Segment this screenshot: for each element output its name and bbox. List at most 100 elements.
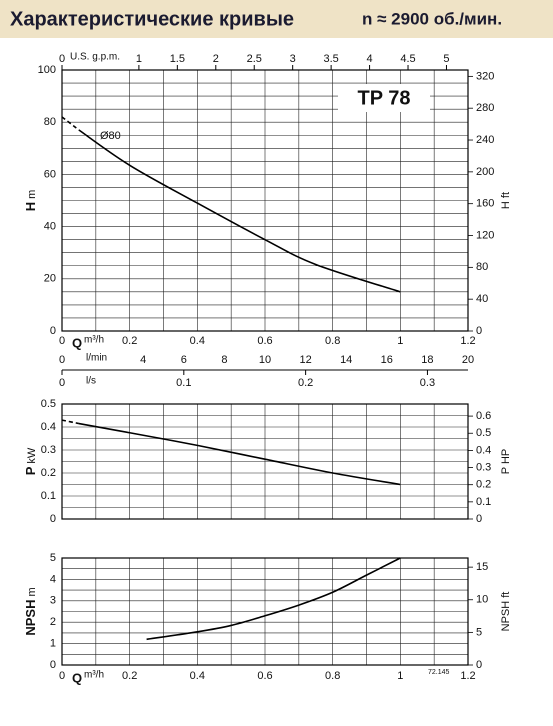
y2-tick-label: 320 <box>476 70 494 82</box>
model-box <box>338 84 430 112</box>
header-speed: n ≈ 2900 об./мин. <box>362 9 502 28</box>
curve <box>146 557 401 641</box>
x-tick-label: 1 <box>397 335 403 347</box>
x-tick-label: 0 <box>59 670 65 682</box>
extra-x-tick-label: 0.3 <box>420 377 435 389</box>
curve-annotation: Ø80 <box>100 130 121 142</box>
x-tick-label: 0.4 <box>190 335 205 347</box>
header-band <box>0 0 553 38</box>
x-tick-label: 0.6 <box>257 670 272 682</box>
y2-tick-label: 280 <box>476 102 494 114</box>
y-tick-label: 0.1 <box>41 490 56 502</box>
x-tick-label: 1.2 <box>460 335 475 347</box>
y-axis-name: NPSH <box>23 600 38 636</box>
y2-tick-label: 0.5 <box>476 427 491 439</box>
y2-axis-label: H ft <box>500 192 512 209</box>
header-title: Характеристические кривые <box>10 8 294 30</box>
extra-x-tick-label: 18 <box>421 354 433 366</box>
x-axis-label: Q <box>72 335 82 350</box>
extra-x-tick-label: 3.5 <box>323 53 338 65</box>
extra-x-tick-label: 1 <box>136 53 142 65</box>
extra-x-axis-label: U.S. g.p.m. <box>70 52 120 63</box>
extra-x-tick-label: 0 <box>59 377 65 389</box>
extra-x-axis-label: l/s <box>86 376 96 387</box>
extra-x-tick-label: 16 <box>381 354 393 366</box>
x-axis-unit: m³/h <box>84 335 104 346</box>
curve <box>61 116 80 131</box>
y-tick-label: 20 <box>44 273 56 285</box>
y-tick-label: 0.5 <box>41 398 56 410</box>
y2-tick-label: 0.3 <box>476 461 491 473</box>
x-tick-label: 1 <box>397 670 403 682</box>
x-tick-label: 0.4 <box>190 670 205 682</box>
x-tick-label: 0.2 <box>122 335 137 347</box>
extra-x-tick-label: 5 <box>443 53 449 65</box>
y2-axis-label: P HP <box>500 449 512 474</box>
plot-frame <box>61 69 469 332</box>
extra-x-tick-label: 4.5 <box>400 53 415 65</box>
y-axis-name: P <box>23 466 38 475</box>
y-axis-unit: m <box>26 587 38 596</box>
extra-x-tick-label: 0.1 <box>176 377 191 389</box>
y-tick-label: 0 <box>50 325 56 337</box>
y2-tick-label: 120 <box>476 229 494 241</box>
model-label: TP 78 <box>358 87 411 109</box>
x-tick-label: 1.2 <box>460 670 475 682</box>
y-tick-label: 80 <box>44 116 56 128</box>
y-tick-label: 0.4 <box>41 421 56 433</box>
extra-x-tick-label: 4 <box>140 354 146 366</box>
extra-x-tick-label: 3 <box>290 53 296 65</box>
y-axis-label: PkW <box>23 447 38 475</box>
y2-axis-label: NPSH ft <box>500 592 512 632</box>
curve <box>78 422 401 486</box>
y-axis-unit: kW <box>26 447 38 464</box>
y2-tick-label: 80 <box>476 261 488 273</box>
x-tick-label: 0.2 <box>122 670 137 682</box>
y2-tick-label: 15 <box>476 561 488 573</box>
y2-tick-label: 0.6 <box>476 410 491 422</box>
y-tick-label: 0 <box>50 659 56 671</box>
extra-x-axis-label: l/min <box>86 353 107 364</box>
y2-tick-label: 10 <box>476 594 488 606</box>
extra-x-tick-label: 2 <box>213 53 219 65</box>
extra-x-tick-label: 2.5 <box>247 53 262 65</box>
y-tick-label: 100 <box>38 64 56 76</box>
y2-tick-label: 240 <box>476 134 494 146</box>
y-axis-label: NPSH m <box>23 587 38 635</box>
extra-x-tick-label: 10 <box>259 354 271 366</box>
y-tick-label: 0 <box>50 513 56 525</box>
x-tick-label: 0 <box>59 335 65 347</box>
y2-tick-label: 0 <box>476 659 482 671</box>
x-axis-unit: m³/h <box>84 670 104 681</box>
x-tick-label: 0.8 <box>325 335 340 347</box>
y-axis-label: Hm <box>23 190 38 212</box>
extra-x-tick-label: 0 <box>59 53 65 65</box>
extra-x-tick-label: 8 <box>221 354 227 366</box>
y-tick-label: 0.3 <box>41 444 56 456</box>
x-tick-label: 0.8 <box>325 670 340 682</box>
y2-tick-label: 0 <box>476 513 482 525</box>
y2-tick-label: 0.4 <box>476 444 491 456</box>
y-tick-label: 40 <box>44 221 56 233</box>
extra-x-tick-label: 14 <box>340 354 352 366</box>
x-axis-label: Q <box>72 670 82 685</box>
y-tick-label: 0.2 <box>41 467 56 479</box>
y2-tick-label: 0.1 <box>476 496 491 508</box>
plot-frame <box>61 403 469 520</box>
x-tick-label: 0.6 <box>257 335 272 347</box>
extra-x-tick-label: 0 <box>59 354 65 366</box>
y2-tick-label: 160 <box>476 198 494 210</box>
y-tick-label: 2 <box>50 616 56 628</box>
extra-x-tick-label: 1.5 <box>170 53 185 65</box>
y-tick-label: 5 <box>50 552 56 564</box>
extra-x-tick-label: 0.2 <box>298 377 313 389</box>
y2-tick-label: 0.2 <box>476 479 491 491</box>
y-axis-name: H <box>23 202 38 211</box>
plot-frame <box>61 557 469 666</box>
extra-x-tick-label: 12 <box>299 354 311 366</box>
y-tick-label: 60 <box>44 168 56 180</box>
curve <box>78 129 401 293</box>
curve <box>61 419 80 425</box>
y2-tick-label: 5 <box>476 626 482 638</box>
y-axis-unit: m <box>26 190 38 199</box>
